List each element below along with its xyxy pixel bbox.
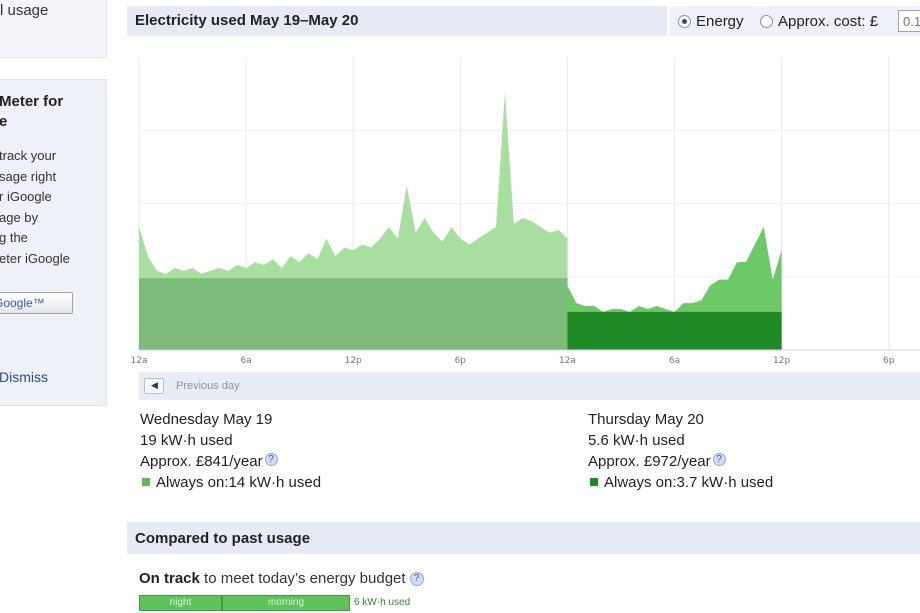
day-summary-may-19: Wednesday May 19 19 kW·h used Approx. £8… xyxy=(140,409,321,493)
day-date: Thursday May 20 xyxy=(588,411,704,428)
energy-radio[interactable] xyxy=(678,15,691,28)
sidebar-usage-panel: l usage xyxy=(0,0,107,58)
help-icon[interactable]: ? xyxy=(264,453,278,466)
day-usage: 5.6 kW·h used xyxy=(588,432,685,449)
always-on-block xyxy=(567,311,782,350)
display-mode-selector: Energy Approx. cost: £ xyxy=(670,6,920,36)
day-usage: 19 kW·h used xyxy=(140,432,233,449)
x-tick-label: 6p xyxy=(455,356,467,366)
day-cost: Approx. £841/year xyxy=(140,453,263,470)
cost-radio[interactable] xyxy=(760,15,773,28)
powermeter-promo: Meter for e track your sage right r iGoo… xyxy=(0,79,107,406)
x-tick-label: 6a xyxy=(669,356,680,366)
x-tick-label: 6p xyxy=(883,356,895,366)
budget-segment-morning: morning xyxy=(222,595,350,611)
compare-title: Compared to past usage xyxy=(135,530,311,547)
day-summary-may-20: Thursday May 20 5.6 kW·h used Approx. £9… xyxy=(588,409,773,493)
chart-series xyxy=(139,92,782,350)
help-icon[interactable]: ? xyxy=(409,572,424,586)
chevron-left-icon: ◀ xyxy=(151,380,158,390)
dismiss-link[interactable]: Dismiss xyxy=(0,369,48,385)
cost-radio-label[interactable]: Approx. cost: £ xyxy=(778,13,879,30)
day-always-on: Always on:14 kW·h used xyxy=(156,474,322,491)
promo-title: Meter for e xyxy=(0,93,64,130)
sidebar-usage-label: l usage xyxy=(0,2,49,19)
energy-radio-label[interactable]: Energy xyxy=(696,13,744,30)
x-axis-ticks: 12a 6a 12p 6p 12a 6a 12p 6p xyxy=(131,356,895,366)
x-tick-label: 12a xyxy=(559,356,576,366)
previous-day-button[interactable]: ◀ xyxy=(144,378,164,394)
usage-chart: 12a 6a 12p 6p 12a 6a 12p 6p xyxy=(131,57,920,366)
x-tick-label: 12a xyxy=(131,356,148,366)
day-always-on: Always on:3.7 kW·h used xyxy=(604,474,774,491)
budget-status-text: to meet today’s energy budget xyxy=(199,570,406,587)
add-to-igoogle-button[interactable]: Google™ xyxy=(0,292,73,314)
budget-status-bold: On track xyxy=(139,570,200,587)
always-on-swatch xyxy=(142,478,150,487)
x-tick-label: 12p xyxy=(345,356,362,366)
chart-title: Electricity used May 19–May 20 xyxy=(135,12,359,29)
compare-header: Compared to past usage xyxy=(127,522,920,554)
budget-used-label: 6 kW·h used xyxy=(354,597,411,608)
budget-status: On track to meet today’s energy budget? xyxy=(139,570,424,587)
help-icon[interactable]: ? xyxy=(712,453,726,466)
chart-header: Electricity used May 19–May 20 xyxy=(127,6,667,36)
always-on-block xyxy=(139,278,568,350)
day-date: Wednesday May 19 xyxy=(140,411,273,428)
x-tick-label: 6a xyxy=(240,356,251,366)
always-on-swatch xyxy=(590,478,598,487)
promo-description: track your sage right r iGoogle age by g… xyxy=(0,148,70,266)
cost-rate-input[interactable] xyxy=(898,10,920,32)
day-cost: Approx. £972/year xyxy=(588,453,711,470)
budget-segment-night: night xyxy=(139,595,222,611)
day-navigation: ◀ Previous day xyxy=(139,372,920,400)
previous-day-label[interactable]: Previous day xyxy=(176,380,240,392)
x-tick-label: 12p xyxy=(773,356,790,366)
